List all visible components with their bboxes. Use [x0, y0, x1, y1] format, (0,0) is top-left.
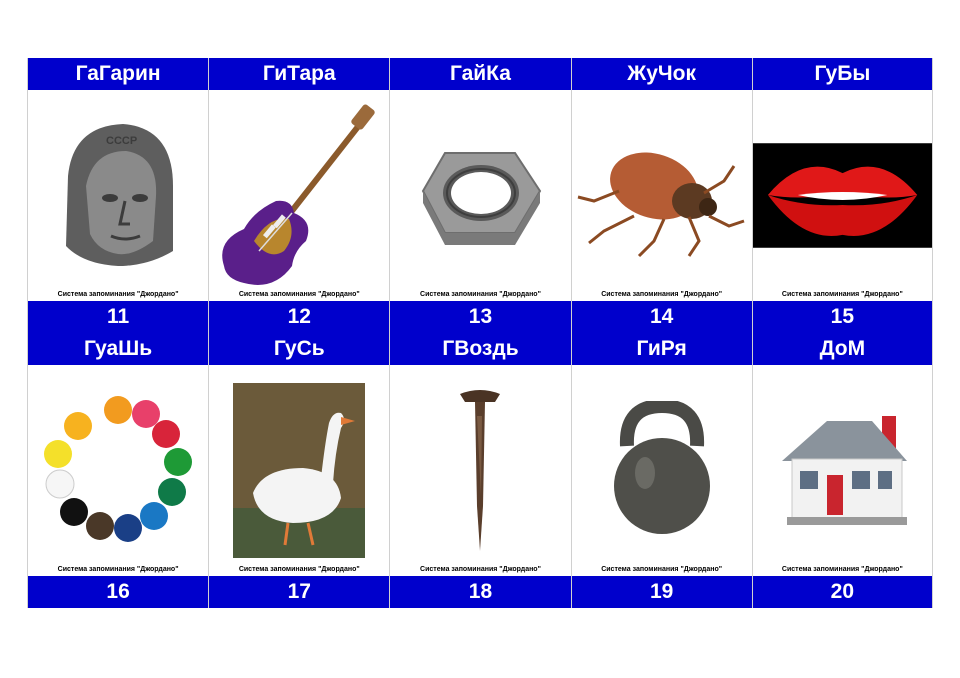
hex-nut-icon [422, 151, 542, 245]
card-number: 14 [571, 301, 752, 333]
card-number: 17 [209, 576, 390, 608]
house-icon [782, 415, 908, 525]
card-picture: Система запоминания "Джордано" [390, 90, 571, 301]
card-picture: CCCP Система запоминания "Джордано" [28, 90, 209, 301]
card-gayka: ГайКа Система запоминания "Джордано" 13 [389, 58, 571, 333]
electric-guitar-icon [222, 103, 375, 285]
card-picture: Система запоминания "Джордано" [752, 90, 932, 301]
card-dom: ДоМ Система запоминания "Джордано" 20 [751, 333, 933, 608]
card-row-1: ГаГарин CCCP Система запоминания "Джорда… [27, 58, 933, 333]
cosmonaut-bust-icon: CCCP [66, 123, 174, 266]
card-caption: Система запоминания "Джордано" [238, 566, 360, 573]
card-word: ГиТара [209, 58, 390, 90]
card-number: 18 [390, 576, 571, 608]
card-picture: Система запоминания "Джордано" [390, 365, 571, 576]
card-number: 15 [752, 301, 932, 333]
card-guash: ГуаШь Система запоминания "Джордано [27, 333, 209, 608]
card-word: ГуСь [209, 333, 390, 365]
card-picture: Система запоминания "Джордано" [209, 90, 390, 301]
card-caption: Система запоминания "Джордано" [420, 566, 541, 573]
card-word: ГиРя [571, 333, 752, 365]
card-zhuchok: ЖуЧок Система запоминания "Джордано" 14 [570, 58, 752, 333]
card-girya: ГиРя Система запоминания "Джордано" 19 [570, 333, 752, 608]
card-picture: Система запоминания "Джордано" [752, 365, 932, 576]
card-row-2: ГуаШь Система запоминания "Джордано [27, 333, 933, 608]
card-picture: Система запоминания "Джордано" [571, 90, 752, 301]
goose-icon [233, 383, 366, 558]
card-caption: Система запоминания "Джордано" [420, 291, 541, 298]
card-guby: ГуБы Система запоминания "Джордано" 15 [751, 58, 933, 333]
lips-icon [752, 143, 932, 248]
card-number: 13 [390, 301, 571, 333]
card-word: ЖуЧок [571, 58, 752, 90]
card-picture: Система запоминания "Джордано" [28, 365, 209, 576]
card-picture: Система запоминания "Джордано" [209, 365, 390, 576]
nail-icon [460, 389, 501, 551]
card-caption: Система запоминания "Джордано" [57, 291, 179, 298]
card-number: 11 [28, 301, 209, 333]
card-gus: ГуСь Система запоминания "Джордано" 17 [208, 333, 390, 608]
card-word: ГуаШь [28, 333, 209, 365]
card-caption: Система запоминания "Джордано" [781, 566, 903, 573]
flashcard-sheet: ГаГарин CCCP Система запоминания "Джорда… [27, 58, 933, 608]
card-gvozd: ГВоздь Система запоминания "Джордано" 18 [389, 333, 571, 608]
card-gitara: ГиТара Система запоминания "Джордано" 12 [208, 58, 390, 333]
paint-jars-icon [44, 395, 193, 542]
card-number: 12 [209, 301, 390, 333]
card-number: 16 [28, 576, 209, 608]
card-word: ГВоздь [390, 333, 571, 365]
card-picture: Система запоминания "Джордано" [571, 365, 752, 576]
kettlebell-icon [613, 400, 710, 534]
card-caption: Система запоминания "Джордано" [57, 566, 179, 573]
card-number: 19 [571, 576, 752, 608]
beetle-icon [577, 152, 745, 257]
card-word: ГуБы [752, 58, 932, 90]
card-gagarin: ГаГарин CCCP Система запоминания "Джорда… [27, 58, 209, 333]
card-word: ДоМ [752, 333, 932, 365]
card-number: 20 [752, 576, 932, 608]
card-caption: Система запоминания "Джордано" [238, 291, 360, 298]
card-caption: Система запоминания "Джордано" [601, 566, 723, 573]
svg-text:CCCP: CCCP [106, 135, 137, 147]
card-caption: Система запоминания "Джордано" [781, 291, 903, 298]
card-word: ГайКа [390, 58, 571, 90]
card-caption: Система запоминания "Джордано" [601, 291, 723, 298]
card-word: ГаГарин [28, 58, 209, 90]
